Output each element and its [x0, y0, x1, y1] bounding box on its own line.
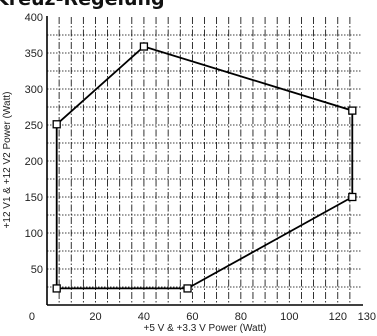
data-point-marker: [348, 106, 357, 115]
y-tick-label: 350: [25, 48, 43, 60]
x-tick-label: 60: [186, 311, 198, 323]
y-tick-label: 250: [25, 120, 43, 132]
y-tick-label: 400: [25, 12, 43, 24]
x-tick-label: 120: [329, 311, 347, 323]
x-tick-label: 40: [138, 311, 150, 323]
grid: [47, 17, 362, 305]
data-point-marker: [139, 42, 149, 51]
data-point-marker: [183, 284, 192, 293]
x-tick-label: 0: [29, 311, 35, 323]
x-tick-label: 80: [235, 311, 247, 323]
x-tick-label: 20: [89, 311, 101, 323]
y-tick-label: 150: [25, 192, 43, 204]
y-tick-label: 50: [31, 264, 43, 276]
y-tick-label: 200: [25, 156, 43, 168]
data-point-marker: [348, 192, 357, 202]
y-tick-label: 300: [25, 84, 43, 96]
x-tick-label: 130: [358, 311, 376, 323]
axes: [46, 16, 363, 306]
data-point-marker: [52, 284, 61, 293]
x-axis-label: +5 V & +3.3 V Power (Watt): [143, 323, 266, 334]
chart-title: Kreuz-Regelung: [0, 0, 165, 10]
data-point-marker: [52, 120, 61, 129]
y-axis-label: +12 V1 & +12 V2 Power (Watt): [2, 92, 13, 229]
series-markers: [52, 42, 357, 293]
x-tick-label: 100: [280, 311, 298, 323]
y-tick-label: 100: [25, 228, 43, 240]
tick-labels: 50 100 150 200 250 300 350 400 0 20 40 60 80 100 120 13…: [25, 12, 376, 323]
